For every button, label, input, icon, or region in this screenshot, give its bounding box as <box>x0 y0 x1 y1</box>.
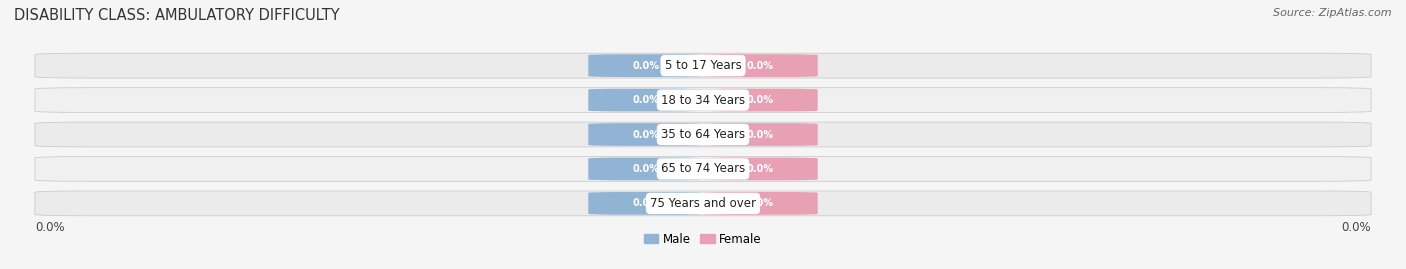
FancyBboxPatch shape <box>703 158 818 180</box>
FancyBboxPatch shape <box>588 192 703 215</box>
FancyBboxPatch shape <box>703 54 818 77</box>
Text: 0.0%: 0.0% <box>633 198 659 208</box>
Text: 0.0%: 0.0% <box>747 61 773 71</box>
Text: 0.0%: 0.0% <box>747 164 773 174</box>
FancyBboxPatch shape <box>35 157 1371 181</box>
Text: 75 Years and over: 75 Years and over <box>650 197 756 210</box>
FancyBboxPatch shape <box>35 122 1371 147</box>
FancyBboxPatch shape <box>588 54 703 77</box>
FancyBboxPatch shape <box>703 89 818 111</box>
FancyBboxPatch shape <box>703 123 818 146</box>
Legend: Male, Female: Male, Female <box>644 233 762 246</box>
FancyBboxPatch shape <box>703 192 818 215</box>
Text: 0.0%: 0.0% <box>633 129 659 140</box>
FancyBboxPatch shape <box>588 158 703 180</box>
Text: 5 to 17 Years: 5 to 17 Years <box>665 59 741 72</box>
Text: 0.0%: 0.0% <box>1341 221 1371 233</box>
Text: 65 to 74 Years: 65 to 74 Years <box>661 162 745 175</box>
Text: 35 to 64 Years: 35 to 64 Years <box>661 128 745 141</box>
Text: Source: ZipAtlas.com: Source: ZipAtlas.com <box>1274 8 1392 18</box>
FancyBboxPatch shape <box>35 191 1371 216</box>
Text: 18 to 34 Years: 18 to 34 Years <box>661 94 745 107</box>
Text: 0.0%: 0.0% <box>747 198 773 208</box>
Text: 0.0%: 0.0% <box>747 95 773 105</box>
Text: 0.0%: 0.0% <box>633 95 659 105</box>
Text: 0.0%: 0.0% <box>35 221 65 233</box>
FancyBboxPatch shape <box>588 123 703 146</box>
FancyBboxPatch shape <box>35 88 1371 112</box>
FancyBboxPatch shape <box>588 89 703 111</box>
Text: 0.0%: 0.0% <box>633 61 659 71</box>
Text: DISABILITY CLASS: AMBULATORY DIFFICULTY: DISABILITY CLASS: AMBULATORY DIFFICULTY <box>14 8 340 23</box>
Text: 0.0%: 0.0% <box>633 164 659 174</box>
FancyBboxPatch shape <box>35 53 1371 78</box>
Text: 0.0%: 0.0% <box>747 129 773 140</box>
